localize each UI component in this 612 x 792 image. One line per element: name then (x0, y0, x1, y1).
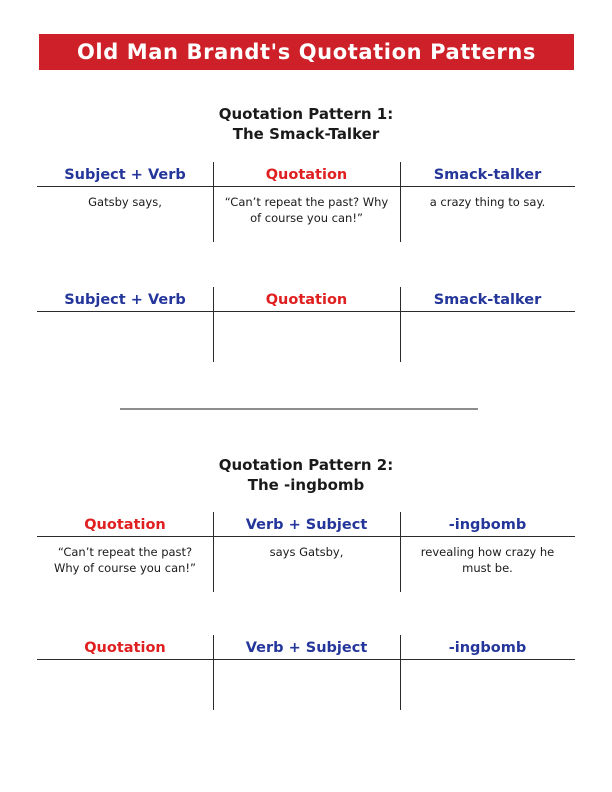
table-header-row: Subject + Verb Quotation Smack-talker (37, 158, 575, 186)
cell-smack-talker: a crazy thing to say. (429, 195, 546, 209)
header-underline (37, 536, 575, 537)
column-divider-1 (213, 635, 214, 710)
cell-quotation-blank[interactable] (37, 660, 213, 722)
column-header-smack-talker: Smack-talker (433, 167, 542, 183)
pattern-2-blank-table[interactable]: Quotation Verb + Subject -ingbomb (37, 631, 575, 722)
section-2-heading-line2: The -ingbomb (247, 476, 365, 494)
column-header-quotation: Quotation (84, 640, 166, 656)
cell-ingbomb: revealing how crazy he must be. (420, 545, 555, 575)
column-divider-1 (213, 287, 214, 362)
table-row-blank[interactable] (37, 660, 575, 722)
table-header-row: Quotation Verb + Subject -ingbomb (37, 631, 575, 659)
pattern-1-example-table: Subject + Verb Quotation Smack-talker Ga… (37, 158, 575, 242)
column-header-subject-verb: Subject + Verb (64, 167, 186, 183)
column-header-verb-subject: Verb + Subject (245, 517, 368, 533)
cell-subject-verb-blank[interactable] (37, 312, 213, 374)
pattern-1-blank-table[interactable]: Subject + Verb Quotation Smack-talker (37, 283, 575, 374)
column-header-ingbomb: -ingbomb (448, 517, 527, 533)
pattern-2-example-table: Quotation Verb + Subject -ingbomb “Can’t… (37, 508, 575, 592)
column-header-ingbomb: -ingbomb (448, 640, 527, 656)
column-header-quotation: Quotation (265, 292, 348, 308)
table-row: Gatsby says, “Can’t repeat the past? Why… (37, 187, 575, 226)
cell-quotation-blank[interactable] (213, 312, 400, 374)
table-header-row: Subject + Verb Quotation Smack-talker (37, 283, 575, 311)
column-divider-2 (400, 512, 401, 592)
column-divider-2 (400, 635, 401, 710)
column-divider-2 (400, 162, 401, 242)
column-header-subject-verb: Subject + Verb (64, 292, 186, 308)
cell-ingbomb-blank[interactable] (400, 660, 575, 722)
column-header-quotation: Quotation (84, 517, 166, 533)
table-row: “Can’t repeat the past? Why of course yo… (37, 537, 575, 576)
cell-verb-subject-blank[interactable] (213, 660, 400, 722)
column-divider-2 (400, 287, 401, 362)
column-divider-1 (213, 162, 214, 242)
section-1-heading-line1: Quotation Pattern 1: (218, 105, 394, 123)
section-2-heading: Quotation Pattern 2: The -ingbomb (0, 455, 612, 495)
page-title: Old Man Brandt's Quotation Patterns (76, 40, 536, 64)
header-underline (37, 311, 575, 312)
header-underline (37, 659, 575, 660)
column-divider-1 (213, 512, 214, 592)
cell-quotation: “Can’t repeat the past? Why of course yo… (54, 545, 196, 575)
section-1-heading: Quotation Pattern 1: The Smack-Talker (0, 104, 612, 144)
page-title-banner: Old Man Brandt's Quotation Patterns (39, 34, 574, 70)
cell-verb-subject: says Gatsby, (269, 545, 344, 559)
cell-smack-talker-blank[interactable] (400, 312, 575, 374)
section-2-heading-line1: Quotation Pattern 2: (218, 456, 394, 474)
header-underline (37, 186, 575, 187)
table-row-blank[interactable] (37, 312, 575, 374)
section-1-heading-line2: The Smack-Talker (232, 125, 380, 143)
column-header-smack-talker: Smack-talker (433, 292, 542, 308)
cell-quotation: “Can’t repeat the past? Why of course yo… (224, 195, 389, 225)
table-header-row: Quotation Verb + Subject -ingbomb (37, 508, 575, 536)
column-header-quotation: Quotation (265, 167, 348, 183)
cell-subject-verb: Gatsby says, (88, 195, 162, 209)
section-divider (120, 408, 478, 410)
column-header-verb-subject: Verb + Subject (245, 640, 368, 656)
